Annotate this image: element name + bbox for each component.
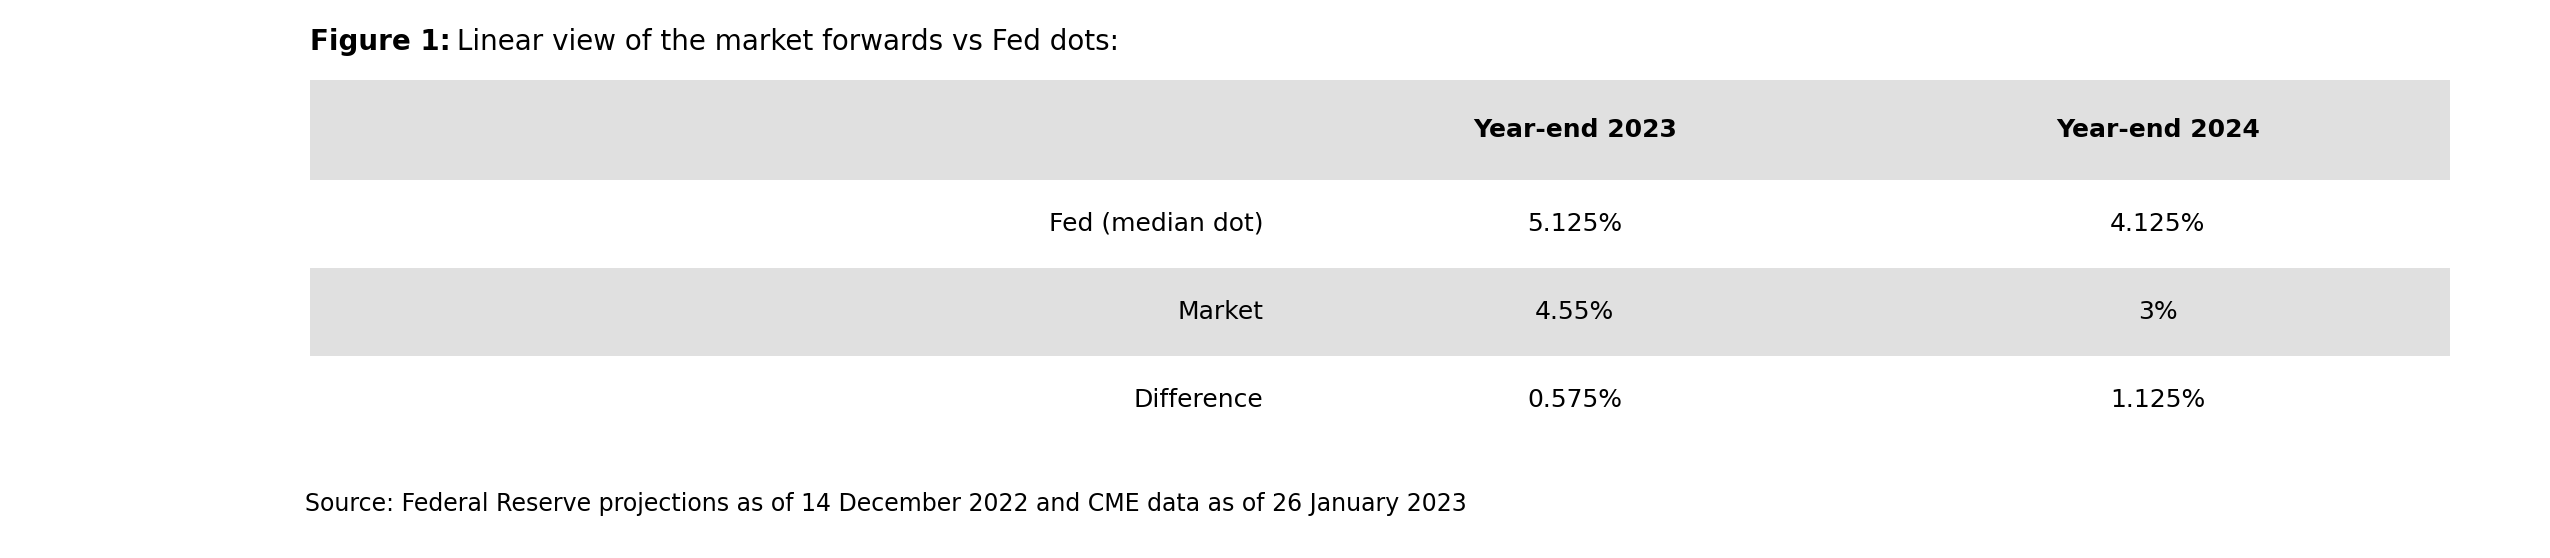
Text: Source: Federal Reserve projections as of 14 December 2022 and CME data as of 26: Source: Federal Reserve projections as o… (306, 492, 1466, 516)
Text: Year-end 2024: Year-end 2024 (2055, 118, 2259, 142)
Text: Year-end 2023: Year-end 2023 (1474, 118, 1678, 142)
Text: 3%: 3% (2137, 300, 2178, 324)
Text: Market: Market (1178, 300, 1265, 324)
Text: Linear view of the market forwards vs Fed dots:: Linear view of the market forwards vs Fe… (449, 28, 1119, 56)
Text: 5.125%: 5.125% (1527, 212, 1622, 236)
Text: Figure 1:: Figure 1: (311, 28, 451, 56)
Text: 0.575%: 0.575% (1527, 388, 1622, 412)
Bar (311, 268, 2451, 356)
Text: 4.55%: 4.55% (1535, 300, 1614, 324)
Text: Fed (median dot): Fed (median dot) (1048, 212, 1265, 236)
Text: 1.125%: 1.125% (2111, 388, 2206, 412)
Text: Difference: Difference (1135, 388, 1265, 412)
Bar (311, 180, 2451, 268)
Bar (311, 356, 2451, 444)
Bar (311, 80, 2451, 180)
Text: 4.125%: 4.125% (2111, 212, 2206, 236)
